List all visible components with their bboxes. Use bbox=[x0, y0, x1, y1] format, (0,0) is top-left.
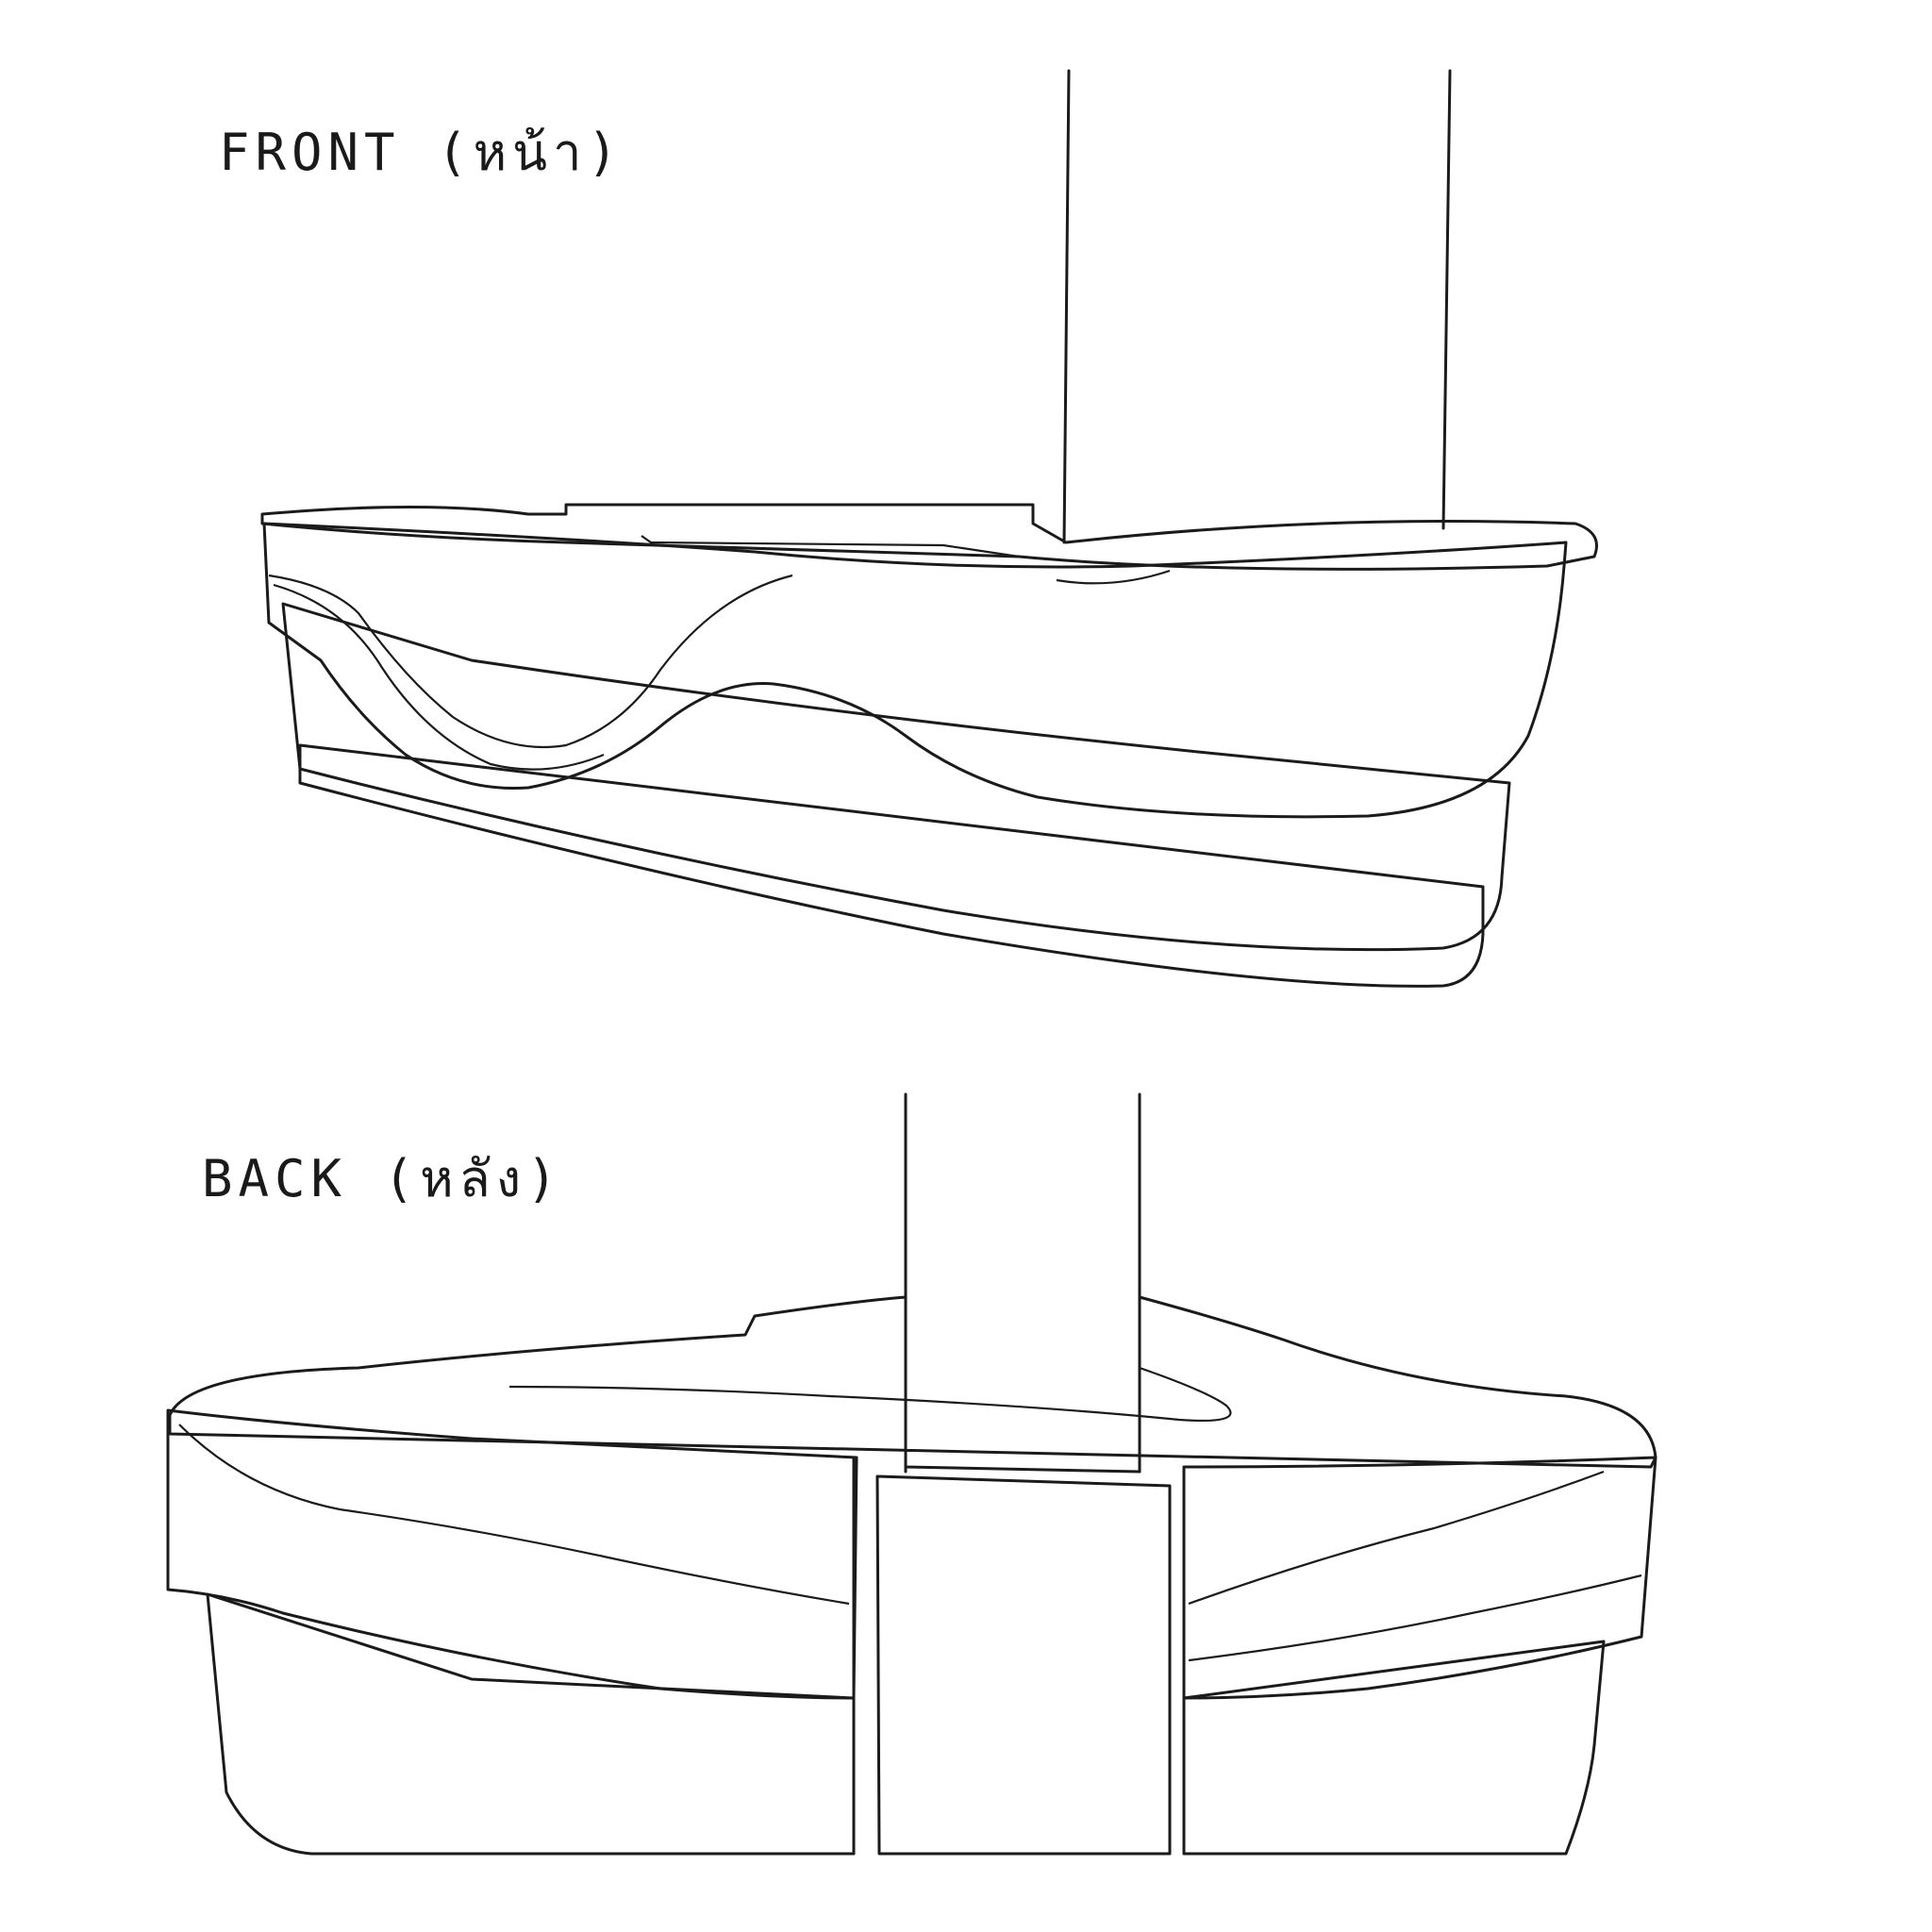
front-counter-body bbox=[281, 602, 1511, 952]
front-candy-wrap bbox=[262, 522, 1568, 819]
back-view bbox=[166, 1092, 1657, 1856]
back-top-inner-edge bbox=[508, 1366, 1232, 1423]
back-candy-wrap-right bbox=[1182, 1456, 1657, 1700]
front-view-label: FRONT (หน้า) bbox=[219, 123, 624, 182]
back-counter-body-right bbox=[1182, 1640, 1606, 1856]
front-wave-line-2 bbox=[273, 583, 605, 771]
back-view-label: BACK (หลัง) bbox=[202, 1149, 563, 1208]
front-view bbox=[260, 69, 1598, 988]
front-plinth bbox=[298, 743, 1485, 988]
back-counter-body-left bbox=[206, 1592, 856, 1856]
front-top-inner-edge bbox=[641, 535, 1020, 558]
front-pole-right bbox=[1441, 69, 1452, 530]
back-wave-line-2 bbox=[1188, 1470, 1605, 1606]
back-wave-line-3 bbox=[1188, 1574, 1642, 1662]
back-candy-door-panel bbox=[875, 1474, 1172, 1856]
back-countertop bbox=[168, 1295, 1657, 1474]
front-countertop bbox=[260, 503, 1598, 571]
front-wave-line-1 bbox=[268, 574, 793, 749]
front-wave-line-3 bbox=[1056, 569, 1171, 585]
back-candy-wrap-left bbox=[166, 1408, 858, 1700]
back-wave-line-1 bbox=[178, 1424, 850, 1606]
front-pole-left bbox=[1062, 69, 1071, 544]
